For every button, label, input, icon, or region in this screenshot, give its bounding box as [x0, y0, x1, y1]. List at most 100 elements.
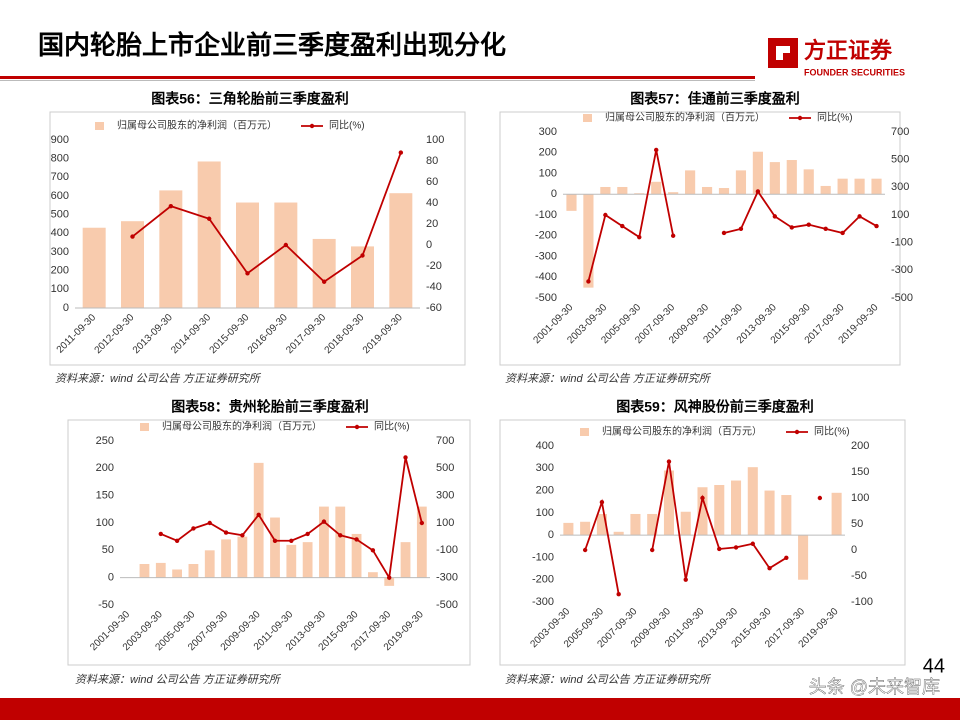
chart-frame	[67, 419, 471, 666]
bar	[820, 185, 831, 195]
y2-tick-label: 0	[851, 544, 857, 556]
bar	[236, 202, 259, 308]
y2-tick-label: 200	[851, 440, 869, 452]
y2-tick-label: 100	[851, 492, 869, 504]
y-tick-label: -100	[535, 209, 557, 221]
y-tick-label: 0	[63, 302, 69, 314]
bar	[718, 188, 730, 195]
bar	[221, 539, 231, 578]
bar	[351, 246, 374, 308]
bar	[647, 513, 658, 536]
bar	[634, 193, 645, 195]
bar	[747, 467, 758, 536]
line-marker	[191, 526, 196, 531]
bar	[389, 193, 413, 308]
line-marker	[223, 530, 229, 535]
y-tick-label: 500	[51, 209, 69, 221]
y-tick-label: 200	[539, 147, 557, 159]
x-tick-label: 2016-09-30	[246, 312, 290, 356]
line-marker	[666, 459, 672, 464]
line-marker	[700, 495, 705, 501]
legend-swatch	[95, 122, 104, 130]
bar	[580, 521, 591, 536]
y2-tick-label: -300	[436, 572, 458, 584]
bar	[197, 161, 221, 308]
line-marker	[683, 577, 688, 582]
y-tick-label: 0	[551, 188, 557, 200]
y-tick-label: 50	[102, 544, 114, 556]
line-marker	[650, 547, 655, 553]
line-marker	[240, 533, 245, 538]
line-marker	[670, 233, 676, 238]
bar	[351, 533, 362, 578]
bar	[286, 544, 297, 578]
chart-frame	[499, 419, 906, 666]
line-marker	[398, 150, 404, 155]
line-marker	[283, 242, 289, 248]
y2-tick-label: 700	[891, 126, 909, 138]
bar	[735, 170, 747, 195]
bar	[596, 513, 607, 536]
y2-tick-label: -100	[851, 596, 873, 608]
legend-swatch-marker	[309, 123, 315, 129]
bar	[270, 517, 280, 578]
footer-bar	[0, 698, 960, 720]
line-marker	[168, 203, 174, 209]
legend-label: 归属母公司股东的净利润（百万元）	[605, 111, 765, 124]
bar	[319, 506, 329, 578]
line-marker	[738, 226, 744, 232]
line-marker	[750, 541, 755, 546]
line-marker	[419, 520, 425, 526]
y2-tick-label: 100	[891, 209, 909, 221]
logo-icon	[768, 38, 798, 68]
bar	[121, 221, 144, 308]
y-tick-label: -200	[535, 230, 557, 242]
y2-tick-label: 100	[426, 134, 444, 146]
line	[723, 189, 877, 234]
bar	[837, 178, 848, 195]
y2-tick-label: -100	[436, 544, 458, 556]
line-marker	[789, 225, 794, 230]
line	[131, 152, 402, 283]
line-marker	[207, 520, 212, 526]
title-rule	[0, 76, 755, 79]
y2-tick-label: 150	[851, 466, 869, 478]
y2-tick-label: 500	[891, 154, 909, 166]
y-tick-label: 300	[51, 246, 69, 258]
legend-swatch-marker	[794, 429, 800, 435]
x-tick-label: 2015-09-30	[208, 312, 252, 356]
y2-tick-label: -60	[426, 302, 442, 314]
bar	[600, 186, 611, 195]
line-marker	[603, 212, 608, 218]
bar	[714, 485, 725, 536]
y-tick-label: 100	[536, 507, 554, 519]
line-marker	[387, 575, 392, 580]
y-tick-label: 100	[96, 517, 114, 529]
legend-label: 归属母公司股东的净利润（百万元）	[117, 119, 277, 132]
y2-tick-label: 50	[851, 518, 863, 530]
y2-tick-label: -500	[436, 599, 458, 611]
bar	[566, 194, 577, 211]
y2-tick-label: 60	[426, 176, 438, 188]
bar	[302, 542, 313, 578]
legend-label: 同比(%)	[817, 112, 853, 124]
bar	[253, 462, 264, 578]
y-tick-label: -500	[535, 292, 557, 304]
y2-tick-label: -20	[426, 260, 442, 272]
line-marker	[721, 230, 727, 236]
bar	[204, 550, 215, 578]
y-tick-label: 300	[539, 126, 557, 138]
line-marker	[599, 499, 605, 505]
x-tick-label: 2013-09-30	[131, 312, 175, 356]
y-tick-label: 700	[51, 171, 69, 183]
x-tick-label: 2019-09-30	[361, 312, 405, 356]
bar	[731, 480, 742, 536]
bar	[335, 506, 346, 578]
y2-tick-label: -40	[426, 281, 442, 293]
line-marker	[755, 189, 761, 194]
line-marker	[874, 223, 879, 229]
line-marker	[840, 230, 845, 236]
y-tick-label: -50	[98, 599, 114, 611]
y-tick-label: 0	[108, 572, 114, 584]
